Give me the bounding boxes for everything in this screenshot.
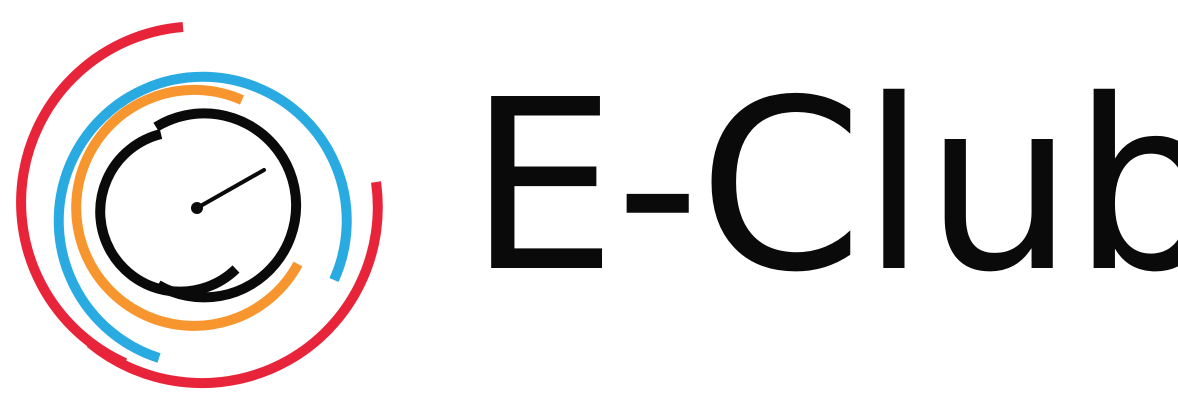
- orange-ring-arc: [71, 84, 303, 331]
- brand-wordmark: E-Club: [468, 49, 1178, 324]
- gauge-outer-arc: [153, 108, 302, 303]
- red-ring-arc-lower: [86, 181, 383, 389]
- gauge-pivot: [191, 202, 203, 214]
- gauge-needle: [195, 168, 266, 210]
- red-ring-arc-upper: [16, 22, 184, 368]
- gauge-arc: [95, 129, 240, 297]
- blue-ring-arc: [53, 71, 352, 363]
- gauge-rings-icon: [16, 22, 383, 389]
